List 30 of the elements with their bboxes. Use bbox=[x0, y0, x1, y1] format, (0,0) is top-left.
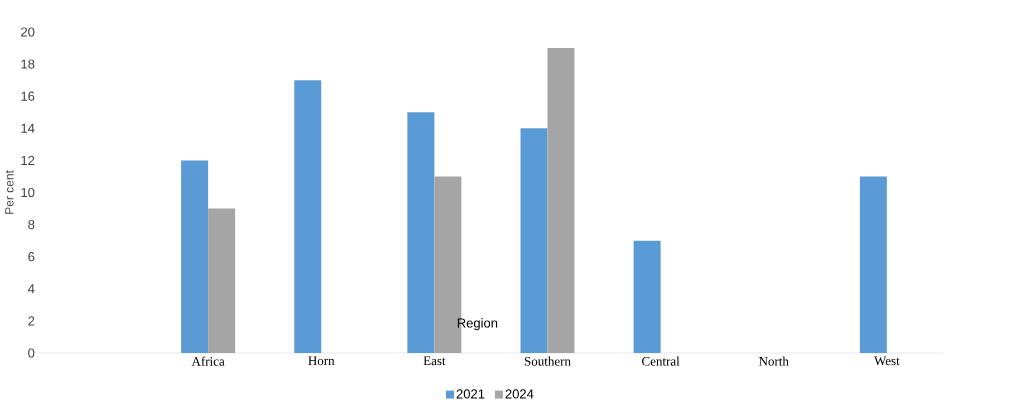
y-tick-label: 4 bbox=[27, 284, 35, 294]
x-tick-label: Horn bbox=[308, 356, 335, 366]
bar bbox=[859, 176, 887, 353]
bar bbox=[407, 112, 435, 353]
y-tick-label: 20 bbox=[21, 27, 35, 37]
y-tick-label: 8 bbox=[28, 219, 35, 230]
x-axis-title: Region bbox=[457, 318, 498, 331]
y-tick-label: 16 bbox=[21, 91, 35, 101]
x-tick-label: Southern bbox=[524, 356, 571, 366]
x-tick-label: East bbox=[423, 356, 446, 366]
x-tick-label: Africa bbox=[191, 356, 225, 366]
x-tick-label: Central bbox=[642, 356, 680, 366]
bar bbox=[208, 208, 236, 353]
bar bbox=[633, 240, 661, 353]
legend-label: 2021 bbox=[456, 389, 485, 399]
y-tick-label: 6 bbox=[28, 252, 35, 262]
y-tick-label: 10 bbox=[21, 187, 35, 198]
bar bbox=[547, 48, 575, 353]
y-tick-label: 14 bbox=[21, 123, 35, 133]
y-tick-label: 18 bbox=[21, 59, 35, 69]
y-tick-label: 0 bbox=[28, 348, 35, 358]
y-tick-label: 2 bbox=[28, 316, 35, 326]
legend-label: 2024 bbox=[505, 389, 534, 399]
bar bbox=[520, 128, 548, 353]
x-tick-label: West bbox=[874, 356, 900, 366]
x-tick-label: North bbox=[758, 356, 789, 366]
y-axis-title: Per cent bbox=[5, 170, 14, 214]
y-tick-label: 12 bbox=[21, 155, 35, 165]
bar bbox=[294, 80, 322, 353]
bar bbox=[181, 160, 209, 353]
